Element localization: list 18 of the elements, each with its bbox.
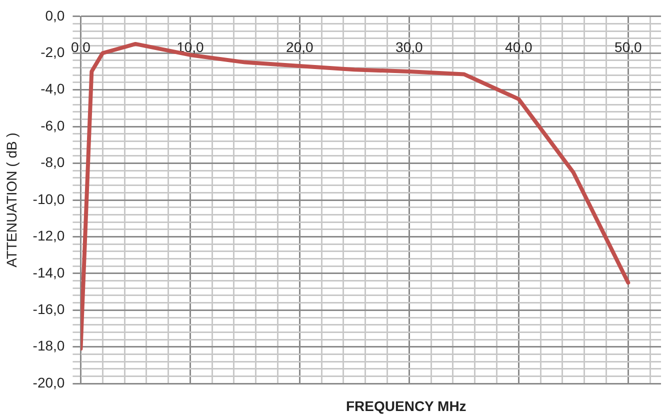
x-tick-label: 30,0 bbox=[396, 38, 424, 55]
y-tick-label: -4,0 bbox=[40, 80, 65, 97]
y-tick-label: -20,0 bbox=[32, 374, 65, 390]
y-tick-label: 0,0 bbox=[45, 7, 65, 24]
y-tick-label: -10,0 bbox=[32, 190, 65, 207]
y-tick-label: -14,0 bbox=[32, 264, 65, 280]
x-tick-label: 0,0 bbox=[70, 38, 91, 55]
x-tick-label: 50,0 bbox=[614, 38, 642, 55]
y-tick-label: -2,0 bbox=[40, 44, 65, 60]
x-tick-label: 20,0 bbox=[286, 38, 314, 55]
y-tick-label: -8,0 bbox=[40, 154, 65, 170]
x-axis-title: FREQUENCY MHz bbox=[346, 398, 466, 414]
y-tick-label: -6,0 bbox=[40, 117, 65, 134]
y-tick-label: -16,0 bbox=[32, 301, 65, 318]
y-axis-title: ATTENUATION ( dB ) bbox=[3, 132, 20, 268]
y-tick-label: -12,0 bbox=[32, 228, 65, 244]
x-tick-label: 40,0 bbox=[505, 38, 532, 55]
y-tick-label: -18,0 bbox=[32, 338, 65, 354]
